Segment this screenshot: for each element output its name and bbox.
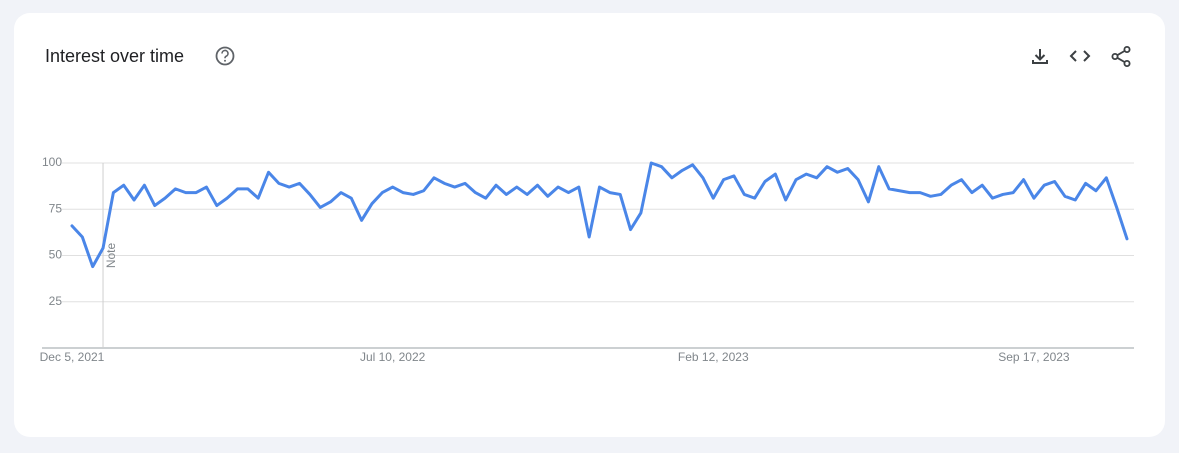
y-tick-label: 50 [49,248,63,262]
y-tick-label: 75 [49,201,63,215]
share-icon[interactable] [1111,46,1131,68]
x-tick-label: Sep 17, 2023 [998,350,1070,364]
help-icon[interactable] [215,46,235,66]
chart-title: Interest over time [45,46,184,66]
card [14,13,1165,437]
annotation-label: Note [104,243,118,269]
y-tick-label: 25 [49,294,63,308]
x-tick-label: Dec 5, 2021 [40,350,105,364]
y-tick-label: 100 [42,155,62,169]
download-icon[interactable] [1032,49,1048,64]
x-tick-label: Jul 10, 2022 [360,350,426,364]
x-tick-label: Feb 12, 2023 [678,350,749,364]
data-line [70,161,1129,269]
embed-icon[interactable] [1069,50,1091,62]
